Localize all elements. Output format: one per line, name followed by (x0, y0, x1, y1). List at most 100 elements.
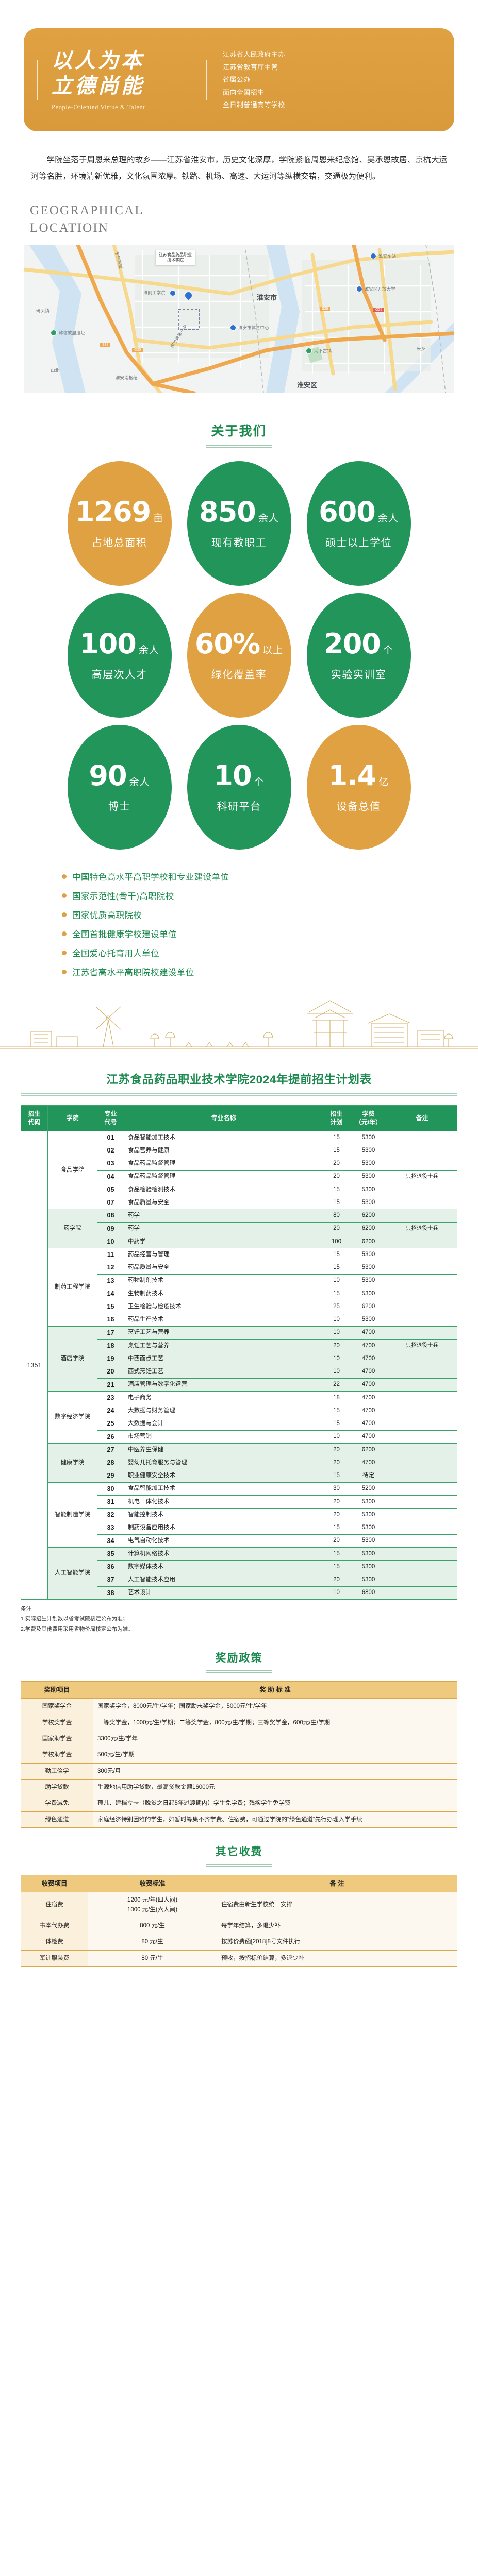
th-award-item: 奖助项目 (21, 1681, 93, 1699)
location-map[interactable]: 江苏食品药品职业技术学院 淮阴工学院 淮安市 淮安东站 淮安区开放大学 淮安市体… (24, 245, 454, 394)
cell-remark (387, 1365, 457, 1379)
cell-remark (387, 1586, 457, 1600)
cell-fee-remark: 预收，按招标价结算，多退少补 (217, 1950, 457, 1967)
table-row: 体检费 80 元/生 按苏价费函[2018]8号文件执行 (21, 1934, 457, 1951)
motto-block: 以人为本 立德尚能 People-Oriented Virtue & Talen… (52, 48, 202, 111)
skyline-graphic (0, 1000, 478, 1049)
cell-fee-remark: 住宿费由新生学校统一安排 (217, 1892, 457, 1919)
cell-major-code: 14 (97, 1286, 124, 1301)
cell-fee-item: 住宿费 (21, 1892, 88, 1919)
honor-item: 国家示范性(骨干)高职院校 (62, 889, 478, 902)
table-row: 29 职业健康安全技术 15 待定 (21, 1469, 457, 1483)
cell-tuition: 5300 (350, 1508, 387, 1522)
cell-plan-count: 15 (323, 1521, 350, 1535)
cell-tuition: 4700 (350, 1456, 387, 1470)
cell-major-code: 02 (97, 1144, 124, 1158)
cell-tuition: 5300 (350, 1274, 387, 1287)
bullet-dot-icon (62, 874, 67, 879)
stat-number: 90 (89, 759, 127, 792)
map-school-callout: 江苏食品药品职业技术学院 (155, 250, 195, 266)
cell-remark (387, 1417, 457, 1431)
cell-fee-standard: 80 元/生 (88, 1950, 217, 1967)
table-row: 学校奖学金 一等奖学金，1000元/生/学期；二等奖学金，800元/生/学期；三等… (21, 1714, 457, 1731)
th-award-standard: 奖 助 标 准 (93, 1681, 457, 1699)
cell-major-name: 市场营销 (124, 1430, 323, 1444)
bullet-dot-icon (62, 893, 67, 898)
table-row: 32 智能控制技术 20 5300 (21, 1508, 457, 1522)
cell-plan-count: 15 (323, 1417, 350, 1431)
cell-major-code: 21 (97, 1378, 124, 1392)
cell-plan-count: 20 (323, 1157, 350, 1171)
cell-award-item: 学校助学金 (21, 1747, 93, 1764)
scholarship-section-header: 奖励政策 (0, 1650, 478, 1673)
bullet-dot-icon (62, 969, 67, 974)
cell-major-name: 食品质量与安全 (124, 1196, 323, 1210)
cell-major-name: 食品药品监督管理 (124, 1170, 323, 1183)
stat-label: 设备总值 (336, 801, 381, 812)
about-section-header: 关于我们 (0, 421, 478, 448)
cell-remark (387, 1495, 457, 1509)
cell-tuition: 5300 (350, 1196, 387, 1210)
other-fees-body: 住宿费 1200 元/年(四人间) 1000 元/生(六人间) 住宿费由新生学校统一安… (21, 1892, 457, 1967)
cell-major-name: 计算机网络技术 (124, 1547, 323, 1561)
cell-fee-item: 军训服装费 (21, 1950, 88, 1967)
table-row: 18 烹饪工艺与营养 20 4700 只招退役士兵 (21, 1338, 457, 1353)
cell-major-code: 16 (97, 1313, 124, 1327)
cell-major-code: 37 (97, 1573, 124, 1587)
cell-plan-count: 15 (323, 1196, 350, 1210)
cell-tuition: 5200 (350, 1482, 387, 1496)
stat-card: 10 个 科研平台 (187, 725, 291, 850)
cell-award-standard: 3300元/生/学年 (93, 1730, 457, 1748)
cell-remark (387, 1573, 457, 1587)
other-fees-title: 其它收费 (215, 1846, 263, 1858)
cell-major-code: 07 (97, 1196, 124, 1210)
bullet-dot-icon (62, 912, 67, 917)
cell-major-code: 36 (97, 1560, 124, 1574)
poster-page: 以人为本 立德尚能 People-Oriented Virtue & Talen… (0, 28, 478, 1967)
stat-card: 100 余人 高层次人才 (67, 593, 172, 718)
cell-major-code: 27 (97, 1443, 124, 1457)
cell-tuition: 5300 (350, 1144, 387, 1158)
cell-tuition: 5300 (350, 1560, 387, 1574)
cell-department: 药学院 (47, 1209, 97, 1249)
table-row: 国家奖学金 国家奖学金，8000元/生/学年；国家励志奖学金，5000元/生/学年 (21, 1698, 457, 1715)
cell-plan-count: 20 (323, 1508, 350, 1522)
cell-plan-count: 100 (323, 1234, 350, 1249)
cell-tuition: 4700 (350, 1326, 387, 1340)
cell-tuition: 5300 (350, 1534, 387, 1548)
map-label: 河下古镇 (314, 348, 332, 354)
cell-fee-standard: 1200 元/年(四人间) 1000 元/生(六人间) (88, 1892, 217, 1919)
bullet-dot-icon (62, 931, 67, 936)
cell-major-code: 28 (97, 1456, 124, 1470)
cell-plan-count: 20 (323, 1170, 350, 1183)
map-park-icon (306, 348, 312, 354)
cell-remark (387, 1274, 457, 1287)
plan-table-wrapper: 招生 代码 学院 专业 代号 专业名称 招生 计划 学费 （元/年） 备注 1351 食品… (21, 1105, 457, 1600)
scholarship-title: 奖励政策 (215, 1652, 263, 1665)
stat-unit: 亿 (378, 776, 389, 788)
cell-tuition: 4700 (350, 1338, 387, 1353)
cell-plan-count: 25 (323, 1300, 350, 1314)
cell-remark: 只招退役士兵 (387, 1338, 457, 1353)
honor-label: 国家优质高职院校 (72, 911, 142, 921)
cell-plan-count: 20 (323, 1222, 350, 1235)
enrollment-plan-table: 招生 代码 学院 专业 代号 专业名称 招生 计划 学费 （元/年） 备注 1351 食品… (21, 1105, 457, 1600)
banner-facts-list: 江苏省人民政府主办 江苏省教育厅主管 省属公办 面向全国招生 全日制普通高等学校 (223, 48, 285, 111)
cell-remark (387, 1560, 457, 1574)
th-department: 学院 (47, 1105, 97, 1131)
stat-number: 850 (199, 495, 256, 528)
cell-major-code: 19 (97, 1352, 124, 1366)
table-row: 37 人工智能技术应用 20 5300 (21, 1573, 457, 1587)
cell-major-name: 数字媒体技术 (124, 1560, 323, 1574)
cell-major-code: 23 (97, 1391, 124, 1405)
cell-department: 健康学院 (47, 1443, 97, 1483)
stat-label: 科研平台 (217, 801, 261, 812)
cell-remark (387, 1430, 457, 1444)
cell-major-code: 17 (97, 1326, 124, 1340)
table-row: 人工智能学院 35 计算机网络技术 15 5300 (21, 1547, 457, 1600)
cell-fee-remark: 按苏价费函[2018]8号文件执行 (217, 1934, 457, 1951)
remarks-title: 备注 (21, 1605, 31, 1612)
cell-major-name: 婴幼儿托育服务与管理 (124, 1456, 323, 1470)
cell-tuition: 6200 (350, 1300, 387, 1314)
cell-major-name: 酒店管理与数字化运营 (124, 1378, 323, 1392)
